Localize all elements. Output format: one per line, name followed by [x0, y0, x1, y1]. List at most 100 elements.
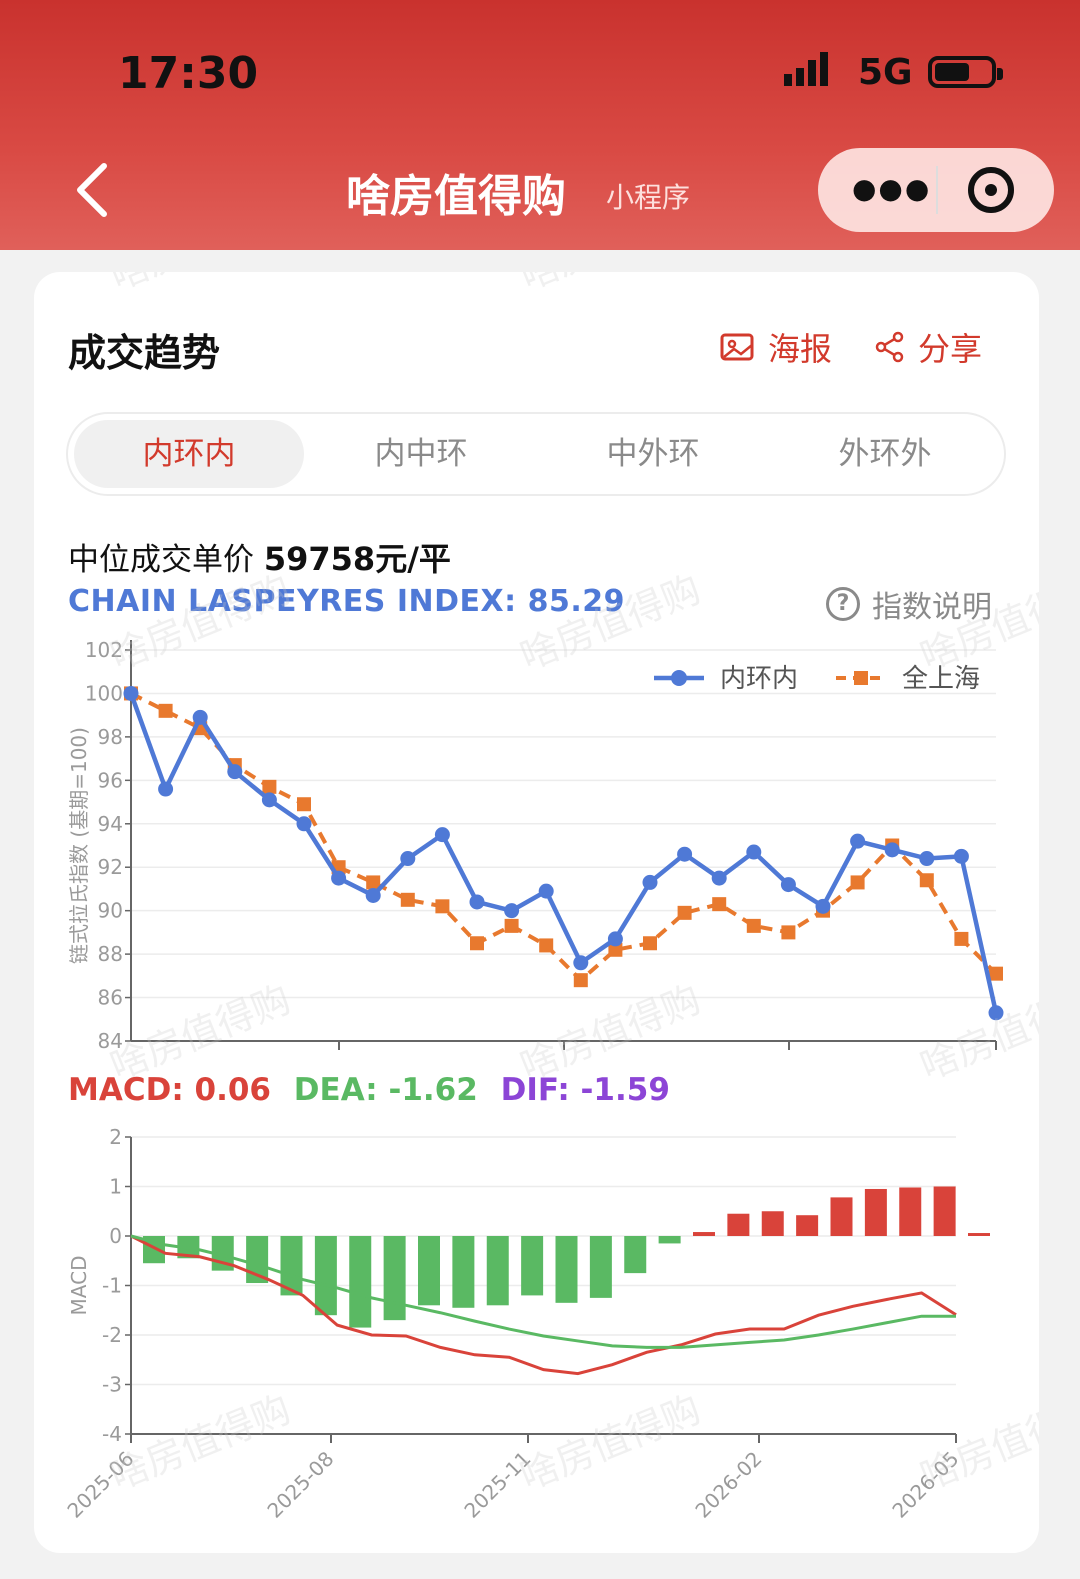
- point-shanghai: [712, 897, 727, 912]
- app-subtitle: 小程序: [606, 181, 691, 214]
- share-icon: [875, 331, 904, 363]
- macd-bar-negative: [624, 1236, 647, 1274]
- question-circle-icon: ?: [826, 587, 860, 621]
- point-inner-ring: [953, 848, 969, 864]
- tab-outer-ring[interactable]: 外环外: [838, 436, 932, 472]
- more-dots-icon[interactable]: ●●●: [852, 172, 932, 205]
- point-inner-ring: [331, 870, 347, 886]
- y-tick-label: 100: [85, 681, 123, 705]
- point-shanghai: [677, 905, 692, 920]
- y-axis-label: 链式拉氏指数 (基期=100): [67, 727, 91, 964]
- macd-bar-positive: [796, 1215, 819, 1236]
- point-shanghai: [643, 936, 657, 951]
- point-inner-ring: [711, 870, 727, 886]
- point-inner-ring: [884, 842, 900, 858]
- y-tick-label: 88: [98, 942, 123, 966]
- point-shanghai: [850, 875, 865, 890]
- legend-marker-inner-ring: [671, 670, 687, 686]
- macd-bar-negative: [383, 1236, 406, 1321]
- share-label: 分享: [918, 330, 983, 368]
- macd-line-dif: [130, 1234, 957, 1376]
- point-shanghai: [400, 892, 415, 907]
- macd-line-dea: [130, 1234, 956, 1349]
- x-tick-label: 2025-06: [62, 1447, 138, 1523]
- point-inner-ring: [850, 833, 866, 849]
- x-tick-label: 2026-05: [887, 1447, 963, 1523]
- share-button[interactable]: 分享: [874, 324, 982, 370]
- signal-icon: [784, 52, 828, 86]
- macd-bar-positive: [864, 1188, 887, 1236]
- target-circle-icon[interactable]: [968, 167, 1014, 213]
- macd-bar-positive: [693, 1232, 715, 1236]
- point-inner-ring: [607, 931, 623, 947]
- point-inner-ring: [538, 883, 554, 899]
- point-inner-ring: [123, 685, 139, 701]
- y-tick-label: 1: [109, 1175, 122, 1199]
- point-shanghai: [608, 942, 623, 957]
- point-shanghai: [746, 918, 761, 933]
- point-shanghai: [470, 936, 484, 951]
- y-tick-label: 86: [98, 986, 123, 1010]
- macd-bar-negative: [418, 1236, 440, 1306]
- y-tick-label: 84: [98, 1029, 123, 1053]
- point-inner-ring: [573, 955, 589, 971]
- point-shanghai: [954, 931, 969, 946]
- point-inner-ring: [919, 851, 935, 867]
- macd-bar-negative: [555, 1236, 578, 1303]
- point-shanghai: [989, 966, 1003, 981]
- y-tick-label: 2: [109, 1125, 122, 1149]
- network-type: 5G: [858, 52, 913, 93]
- poster-label: 海报: [768, 330, 833, 368]
- index-value: CHAIN LASPEYRES INDEX: 85.29: [68, 584, 625, 619]
- price-label: 中位成交单价: [68, 542, 254, 578]
- status-time: 17:30: [118, 48, 259, 99]
- macd-bar-positive: [727, 1213, 750, 1236]
- point-inner-ring: [988, 1005, 1004, 1021]
- x-tick-label: 2025-08: [262, 1447, 338, 1523]
- median-price: 中位成交单价 59758元/平: [68, 534, 451, 580]
- card-title: 成交趋势: [68, 331, 221, 375]
- macd-bar-positive: [899, 1187, 922, 1236]
- y-tick-label: -3: [102, 1373, 122, 1397]
- point-inner-ring: [261, 792, 277, 808]
- index-help-button[interactable]: ? 指数说明: [826, 582, 992, 626]
- macd-bar-negative: [486, 1236, 509, 1306]
- point-inner-ring: [400, 851, 416, 867]
- macd-bar-negative: [589, 1236, 612, 1298]
- y-tick-label: -1: [102, 1274, 122, 1298]
- point-shanghai: [539, 938, 554, 953]
- point-inner-ring: [677, 846, 693, 862]
- dea-value: DEA: -1.62: [293, 1072, 478, 1108]
- chevron-left-icon[interactable]: [68, 160, 120, 220]
- point-inner-ring: [158, 781, 174, 797]
- point-shanghai: [158, 703, 173, 718]
- point-shanghai: [573, 973, 588, 988]
- tab-inner-middle-ring[interactable]: 内中环: [374, 436, 468, 472]
- macd-summary: MACD: 0.06 DEA: -1.62 DIF: -1.59: [68, 1072, 682, 1108]
- macd-value: MACD: 0.06: [68, 1072, 271, 1108]
- macd-bar-negative: [280, 1236, 303, 1296]
- point-inner-ring: [746, 844, 762, 860]
- legend-marker-shanghai: [854, 671, 868, 685]
- miniprogram-capsule: ●●●: [818, 148, 1054, 232]
- point-inner-ring: [815, 898, 831, 914]
- y-tick-label: 96: [98, 768, 123, 792]
- point-shanghai: [435, 899, 450, 914]
- poster-button[interactable]: 海报: [720, 324, 832, 370]
- trend-card: 成交趋势 海报 分享 内环内 内中环 中外环 外环外 中位成交单价 59758元…: [34, 272, 1039, 1553]
- price-value: 59758元/平: [263, 540, 451, 578]
- tab-middle-outer-ring[interactable]: 中外环: [606, 436, 700, 472]
- macd-bar-positive: [761, 1211, 784, 1236]
- x-tick-label: 2026-02: [690, 1447, 766, 1523]
- tab-inner-ring[interactable]: 内环内: [74, 420, 304, 488]
- y-tick-label: 102: [85, 638, 123, 662]
- macd-bar-negative: [658, 1236, 681, 1244]
- point-shanghai: [262, 779, 277, 794]
- legend-label-shanghai: 全上海: [902, 664, 980, 694]
- macd-bar-positive: [830, 1197, 853, 1236]
- point-shanghai: [366, 875, 381, 890]
- point-inner-ring: [504, 903, 520, 919]
- app-header: 17:30 5G 啥房值得购 小程序 ●●●: [0, 0, 1080, 250]
- x-tick-label: 2025-11: [459, 1447, 535, 1523]
